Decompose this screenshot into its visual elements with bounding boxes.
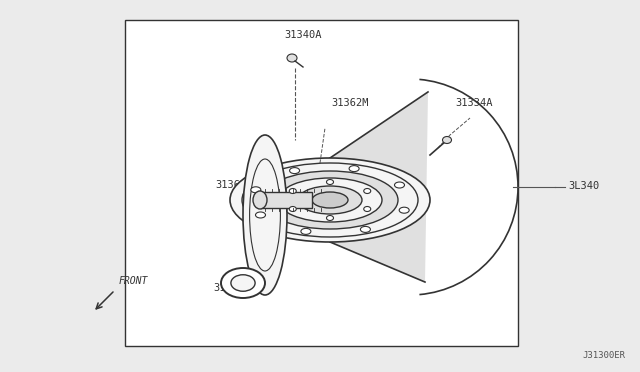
Text: FRONT: FRONT <box>119 276 148 286</box>
Text: 3L340: 3L340 <box>568 181 599 191</box>
Ellipse shape <box>289 206 296 212</box>
Ellipse shape <box>360 227 371 232</box>
Text: 31334A: 31334A <box>455 98 493 108</box>
Bar <box>125 20 518 346</box>
Text: 31362M: 31362M <box>332 98 369 108</box>
Polygon shape <box>330 92 428 282</box>
Ellipse shape <box>242 163 418 237</box>
Ellipse shape <box>326 215 333 221</box>
Text: 31344: 31344 <box>213 283 244 293</box>
Ellipse shape <box>231 275 255 291</box>
Ellipse shape <box>230 158 430 242</box>
Ellipse shape <box>243 135 287 295</box>
Ellipse shape <box>349 166 359 171</box>
Ellipse shape <box>255 212 266 218</box>
Ellipse shape <box>298 186 362 214</box>
Polygon shape <box>260 192 312 208</box>
Ellipse shape <box>287 54 297 62</box>
Ellipse shape <box>262 171 398 229</box>
Ellipse shape <box>278 178 382 222</box>
Ellipse shape <box>253 191 267 209</box>
Ellipse shape <box>312 192 348 208</box>
Ellipse shape <box>364 189 371 193</box>
Ellipse shape <box>251 187 261 193</box>
Text: J31300ER: J31300ER <box>582 351 625 360</box>
Ellipse shape <box>326 180 333 185</box>
Text: 31340A: 31340A <box>284 30 322 40</box>
Ellipse shape <box>394 182 404 188</box>
Ellipse shape <box>442 137 451 144</box>
Ellipse shape <box>364 206 371 212</box>
Ellipse shape <box>289 189 296 193</box>
Ellipse shape <box>399 207 409 213</box>
Ellipse shape <box>289 168 300 174</box>
Ellipse shape <box>221 268 265 298</box>
Ellipse shape <box>301 228 311 234</box>
Text: 31362HA: 31362HA <box>215 180 259 190</box>
